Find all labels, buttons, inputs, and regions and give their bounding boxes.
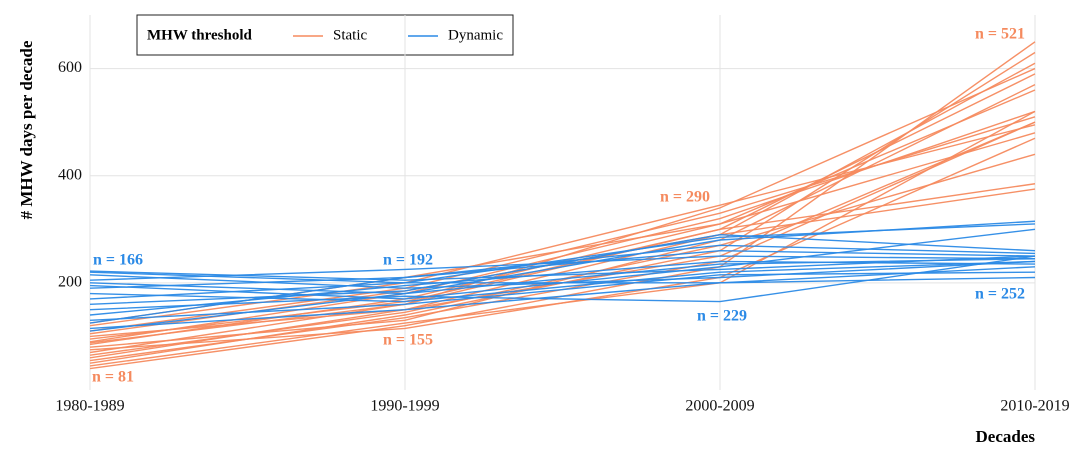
legend-label: Dynamic — [448, 27, 503, 43]
x-tick-label: 1990-1999 — [370, 398, 439, 415]
series-line — [89, 244, 1036, 324]
x-tick-label: 2000-2009 — [685, 398, 754, 415]
legend-box — [136, 14, 514, 56]
x-tick-label: 1980-1989 — [55, 398, 124, 415]
legend-label: Static — [333, 27, 368, 43]
series-line — [89, 110, 1036, 343]
series-line — [89, 255, 1036, 311]
y-axis-title: # MHW days per decade — [17, 40, 36, 219]
y-tick-label: 200 — [58, 274, 82, 291]
x-tick-label: 2010-2019 — [1000, 398, 1069, 415]
series-line — [89, 233, 1036, 305]
annotation: n = 155 — [383, 332, 433, 349]
annotation: n = 252 — [975, 286, 1025, 303]
series-line — [89, 258, 1036, 332]
annotation: n = 81 — [92, 369, 134, 386]
series-line — [89, 183, 1036, 340]
series-line — [89, 223, 1036, 284]
annotation: n = 290 — [660, 189, 710, 206]
y-tick-label: 600 — [58, 59, 82, 76]
series-line — [89, 266, 1036, 300]
series-line — [89, 84, 1036, 348]
grid — [89, 15, 1036, 390]
series-line — [89, 110, 1036, 367]
series-line — [89, 73, 1036, 354]
series-line — [89, 276, 1036, 330]
annotation: n = 192 — [383, 252, 433, 269]
series-line — [89, 124, 1036, 327]
legend-title: MHW threshold — [147, 27, 253, 43]
y-tick-label: 400 — [58, 166, 82, 183]
series-line — [89, 67, 1036, 344]
annotation: n = 166 — [93, 252, 143, 269]
annotation: n = 521 — [975, 26, 1025, 43]
series-line — [89, 51, 1036, 364]
x-axis-title: Decades — [976, 427, 1036, 446]
annotation: n = 229 — [697, 308, 747, 325]
series-line — [89, 250, 1036, 289]
